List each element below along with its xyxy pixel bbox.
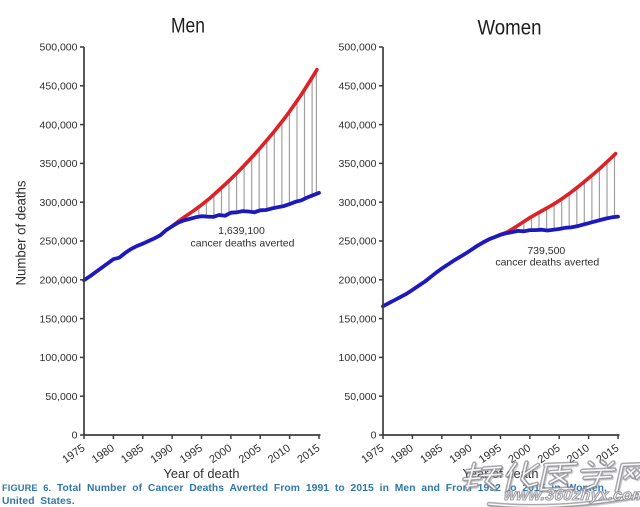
svg-text:cancer deaths averted: cancer deaths averted (191, 238, 295, 250)
svg-text:Year of death: Year of death (164, 466, 240, 481)
svg-text:250,000: 250,000 (40, 236, 78, 248)
svg-text:1,639,100: 1,639,100 (218, 225, 265, 237)
svg-text:500,000: 500,000 (40, 42, 78, 54)
svg-text:300,000: 300,000 (40, 197, 78, 209)
svg-text:450,000: 450,000 (339, 81, 377, 93)
svg-text:450,000: 450,000 (40, 81, 78, 93)
svg-text:200,000: 200,000 (40, 275, 78, 287)
svg-text:350,000: 350,000 (339, 158, 377, 170)
svg-text:400,000: 400,000 (40, 119, 78, 131)
svg-text:350,000: 350,000 (40, 158, 78, 170)
svg-text:50,000: 50,000 (45, 391, 77, 403)
svg-text:Number of deaths: Number of deaths (14, 180, 29, 285)
svg-text:0: 0 (72, 430, 78, 442)
svg-text:150,000: 150,000 (339, 313, 377, 325)
svg-text:Women: Women (478, 17, 542, 40)
svg-text:0: 0 (371, 430, 377, 442)
svg-text:Men: Men (171, 15, 205, 38)
svg-text:100,000: 100,000 (339, 352, 377, 364)
svg-text:150,000: 150,000 (40, 313, 78, 325)
svg-text:100,000: 100,000 (40, 352, 78, 364)
svg-text:250,000: 250,000 (339, 236, 377, 248)
svg-text:500,000: 500,000 (339, 42, 377, 54)
svg-text:300,000: 300,000 (339, 197, 377, 209)
svg-text:50,000: 50,000 (344, 391, 376, 403)
svg-text:200,000: 200,000 (339, 275, 377, 287)
svg-text:400,000: 400,000 (339, 119, 377, 131)
svg-text:739,500: 739,500 (527, 245, 565, 257)
svg-text:cancer deaths averted: cancer deaths averted (495, 257, 599, 269)
